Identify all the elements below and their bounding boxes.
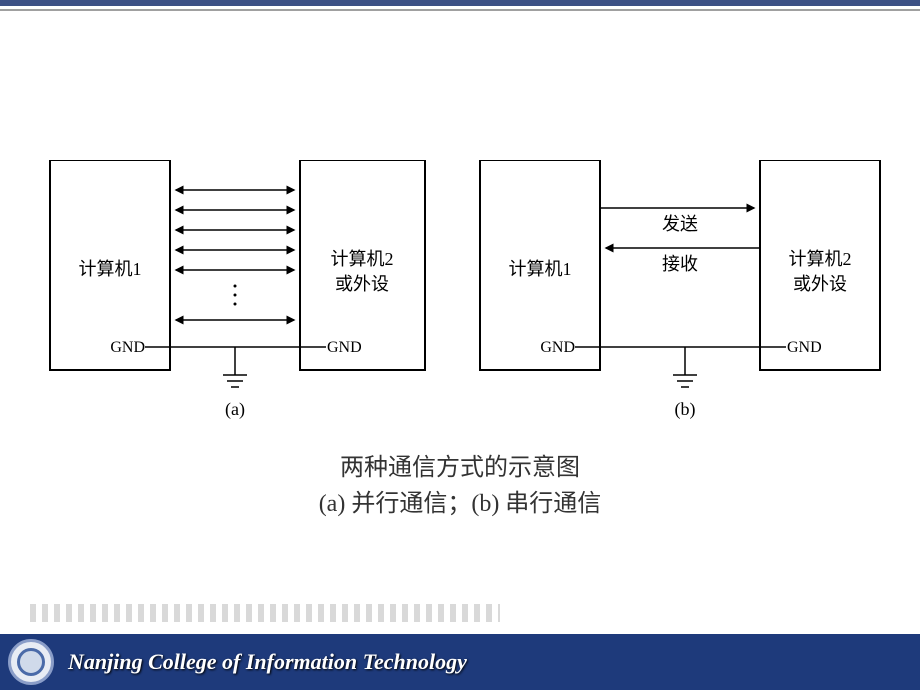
comm-diagram-svg: 计算机1 计算机2 或外设 GND GND (a) <box>30 160 890 430</box>
bottom-pattern <box>30 604 500 622</box>
ellipsis-dot-2 <box>234 294 237 297</box>
receive-label: 接收 <box>662 254 698 274</box>
panel-b-left-label: 计算机1 <box>509 259 572 279</box>
diagram-area: 计算机1 计算机2 或外设 GND GND (a) <box>30 160 890 410</box>
caption-line2: (a) 并行通信；(b) 串行通信 <box>0 486 920 522</box>
panel-b-gnd-left: GND <box>540 339 575 356</box>
header-blue-bar <box>0 0 920 6</box>
footer-text: Nanjing College of Information Technolog… <box>68 649 467 675</box>
panel-a-right-label1: 计算机2 <box>331 249 394 269</box>
ellipsis-dot-1 <box>234 285 237 288</box>
panel-b: 计算机1 计算机2 或外设 发送 接收 GND GND (b) <box>480 160 880 420</box>
header-bars <box>0 0 920 11</box>
panel-b-gnd-right: GND <box>787 339 822 356</box>
caption-line1: 两种通信方式的示意图 <box>0 450 920 486</box>
panel-b-right-label2: 或外设 <box>793 274 847 294</box>
panel-a-gnd-left: GND <box>110 339 145 356</box>
panel-b-right-label1: 计算机2 <box>789 249 852 269</box>
caption: 两种通信方式的示意图 (a) 并行通信；(b) 串行通信 <box>0 450 920 522</box>
footer-bar: Nanjing College of Information Technolog… <box>0 634 920 690</box>
panel-a: 计算机1 计算机2 或外设 GND GND (a) <box>50 160 425 420</box>
panel-a-label: (a) <box>225 399 245 420</box>
logo-inner-icon <box>17 648 45 676</box>
header-thin-line <box>0 9 920 11</box>
panel-a-gnd-right: GND <box>327 339 362 356</box>
panel-a-left-label: 计算机1 <box>79 259 142 279</box>
panel-a-right-label2: 或外设 <box>335 274 389 294</box>
ellipsis-dot-3 <box>234 303 237 306</box>
college-logo-icon <box>8 639 54 685</box>
send-label: 发送 <box>662 214 698 234</box>
panel-b-label: (b) <box>675 399 696 420</box>
